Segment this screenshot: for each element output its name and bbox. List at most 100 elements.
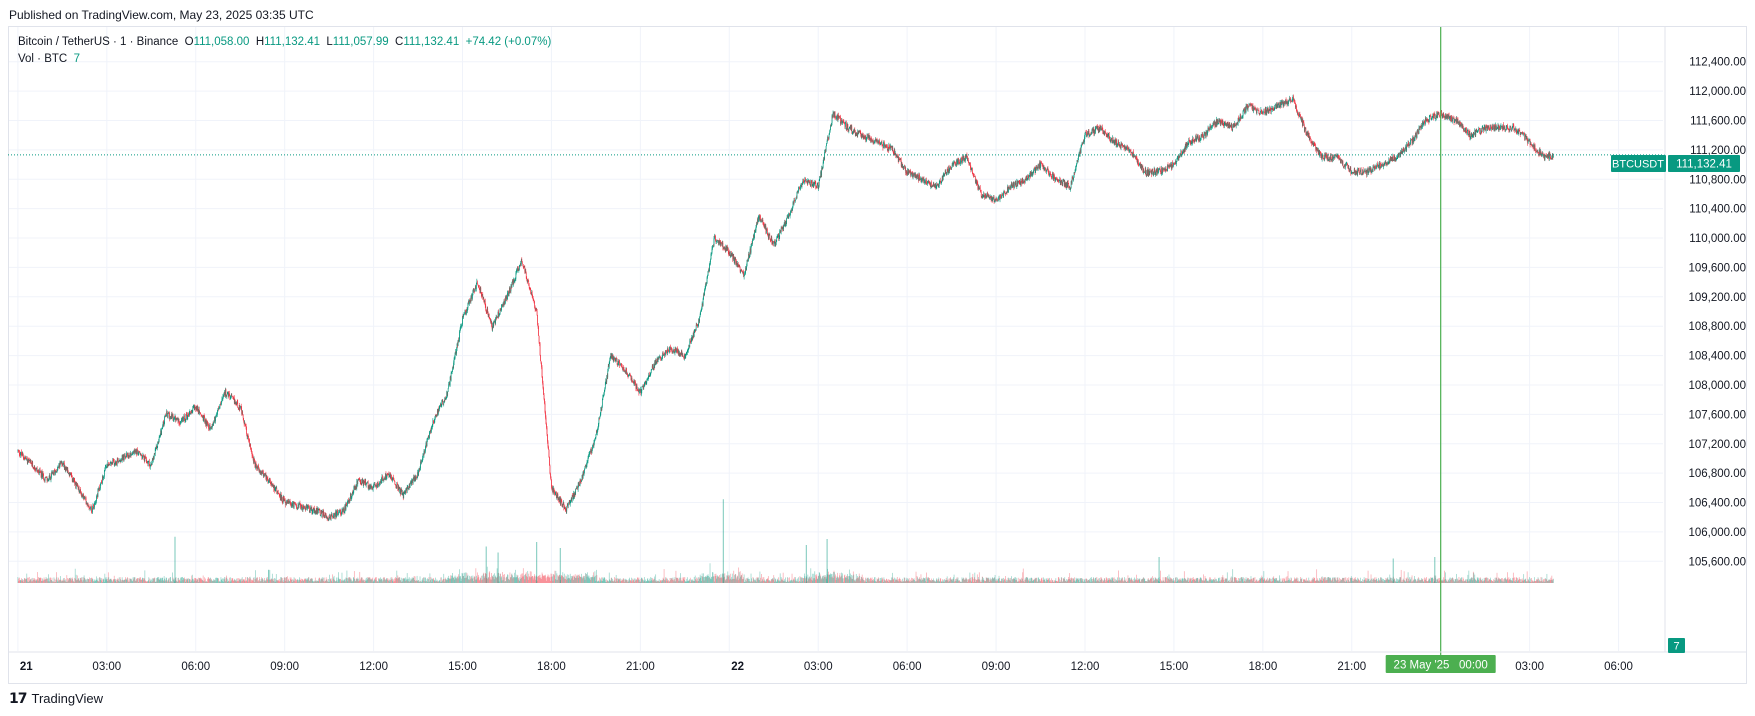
candle-body xyxy=(180,421,181,425)
candle-body xyxy=(387,474,389,475)
candle-body xyxy=(74,480,76,484)
volume-bar xyxy=(100,577,102,583)
candle-body xyxy=(372,486,374,490)
volume-bar xyxy=(570,579,572,583)
candle-body xyxy=(361,479,363,485)
volume-bar xyxy=(489,579,491,583)
volume-bar xyxy=(981,579,983,583)
volume-bar xyxy=(371,578,372,583)
volume-bar xyxy=(795,579,797,583)
volume-bar xyxy=(480,578,482,583)
volume-bar xyxy=(663,569,665,583)
candle-body xyxy=(399,487,401,494)
volume-bar xyxy=(234,580,236,583)
candle-body xyxy=(103,470,105,477)
volume-bar xyxy=(361,577,363,583)
volume-bar xyxy=(874,577,876,583)
volume-bar xyxy=(903,577,905,583)
candle-body xyxy=(459,329,461,332)
volume-bar xyxy=(1433,580,1435,583)
volume-bar xyxy=(407,581,409,583)
volume-bar xyxy=(1431,578,1433,583)
volume-bar xyxy=(459,577,461,583)
candle-body xyxy=(243,420,245,425)
volume-bar xyxy=(1254,581,1255,583)
volume-bar xyxy=(1518,580,1520,583)
candle-body xyxy=(241,408,243,414)
volume-bar xyxy=(1036,577,1037,583)
volume-bar xyxy=(1249,580,1251,583)
candle-body xyxy=(145,456,146,457)
volume-bar xyxy=(237,581,239,583)
volume-bar xyxy=(1544,578,1545,583)
volume-bar xyxy=(263,580,265,583)
volume-bar xyxy=(18,581,20,583)
volume-bar xyxy=(177,581,178,583)
volume-bar xyxy=(126,579,127,583)
volume-bar xyxy=(1421,578,1422,583)
volume-bar xyxy=(364,581,366,583)
volume-bar xyxy=(569,578,571,583)
volume-bar xyxy=(627,581,628,583)
candle-body xyxy=(364,481,366,484)
candle-body xyxy=(211,425,213,430)
candle-body xyxy=(398,486,400,492)
candle-body xyxy=(335,511,336,515)
candle-body xyxy=(331,514,333,517)
candle-body xyxy=(322,511,324,518)
candle-body xyxy=(202,415,204,417)
volume-bar xyxy=(1038,577,1039,583)
candle-body xyxy=(234,400,236,404)
volume-bar xyxy=(1360,581,1362,583)
volume-bar xyxy=(1536,580,1538,583)
volume-bar xyxy=(891,580,893,583)
volume-bar xyxy=(493,574,494,583)
volume-bar xyxy=(957,579,958,583)
volume-bar xyxy=(1143,577,1145,583)
volume-bar xyxy=(355,580,357,583)
volume-bar xyxy=(227,581,228,583)
volume-bar xyxy=(789,581,791,583)
volume-bar xyxy=(136,579,138,583)
volume-bar xyxy=(389,581,391,583)
candle-body xyxy=(76,484,78,486)
volume-bar xyxy=(1507,572,1508,583)
volume-bar xyxy=(1455,578,1457,583)
volume-bar xyxy=(897,579,899,583)
volume-bar xyxy=(1442,579,1444,583)
candle-body xyxy=(443,401,445,402)
volume-bar xyxy=(156,577,158,583)
volume-bar xyxy=(1468,581,1469,583)
volume-bar xyxy=(113,579,115,583)
volume-bar xyxy=(513,576,514,583)
volume-bar xyxy=(916,576,918,583)
volume-bar xyxy=(929,577,930,583)
volume-bar xyxy=(1236,577,1238,583)
volume-bar xyxy=(1253,577,1254,583)
volume-bar xyxy=(63,578,65,583)
candle-body xyxy=(454,352,456,358)
volume-bar xyxy=(956,578,957,583)
volume-bar xyxy=(490,577,492,583)
volume-bar xyxy=(167,581,168,583)
volume-bar xyxy=(1466,579,1468,583)
volume-bar xyxy=(1040,581,1041,583)
volume-bar xyxy=(1400,569,1402,583)
volume-bar xyxy=(325,580,327,583)
volume-bar xyxy=(1552,578,1554,583)
volume-bar xyxy=(190,580,192,583)
volume-bar xyxy=(809,577,811,583)
volume-bar xyxy=(386,577,387,583)
candle-body xyxy=(148,461,150,462)
candle-body xyxy=(151,460,153,464)
volume-bar xyxy=(1105,581,1107,583)
volume-bar xyxy=(187,578,189,583)
volume-bar xyxy=(974,579,976,583)
volume-bar xyxy=(1368,579,1369,583)
volume-bar xyxy=(1523,579,1525,583)
volume-bar xyxy=(1116,581,1118,583)
chart-frame[interactable] xyxy=(8,26,1747,684)
volume-bar xyxy=(281,577,283,583)
candle-body xyxy=(269,479,270,483)
